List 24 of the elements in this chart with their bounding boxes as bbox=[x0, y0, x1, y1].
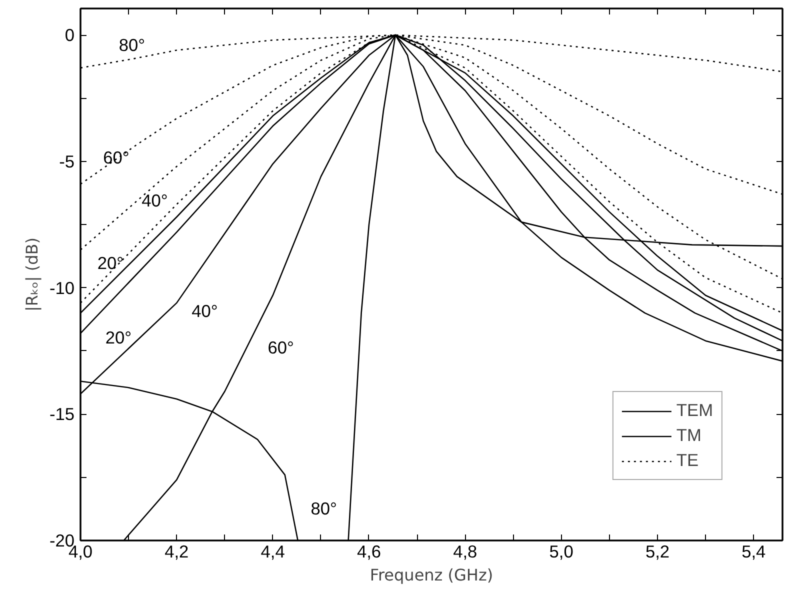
x-tick-label: 4,4 bbox=[260, 542, 286, 562]
legend-label: TEM bbox=[676, 400, 713, 421]
x-tick-label: 4,6 bbox=[356, 542, 382, 562]
y-tick-label: 0 bbox=[64, 25, 75, 46]
annotation: 60° bbox=[103, 148, 130, 168]
annotation: 80° bbox=[310, 498, 337, 518]
annotation: 60° bbox=[268, 337, 294, 358]
annotation: 20° bbox=[105, 327, 132, 348]
y-axis-title: |Rₖₒ| (dB) bbox=[22, 237, 42, 312]
y-tick-label: -5 bbox=[59, 151, 75, 172]
annotation: 80° bbox=[118, 35, 146, 56]
x-tick-label: 4,2 bbox=[164, 542, 189, 562]
x-tick-label: 4,8 bbox=[453, 542, 478, 562]
x-tick-label: 5,2 bbox=[645, 542, 670, 562]
legend-label: TE bbox=[676, 450, 699, 471]
x-tick-label: 5,4 bbox=[742, 542, 766, 562]
legend-label: TM bbox=[676, 425, 702, 446]
y-tick-label: -10 bbox=[49, 278, 74, 298]
x-axis-title: Frequenz (GHz) bbox=[370, 566, 494, 584]
x-tick-label: 5,0 bbox=[549, 542, 574, 562]
annotation: 40° bbox=[192, 300, 218, 321]
annotation: 20° bbox=[97, 252, 124, 273]
annotation: 40° bbox=[142, 190, 168, 210]
y-tick-label: -15 bbox=[49, 404, 74, 424]
